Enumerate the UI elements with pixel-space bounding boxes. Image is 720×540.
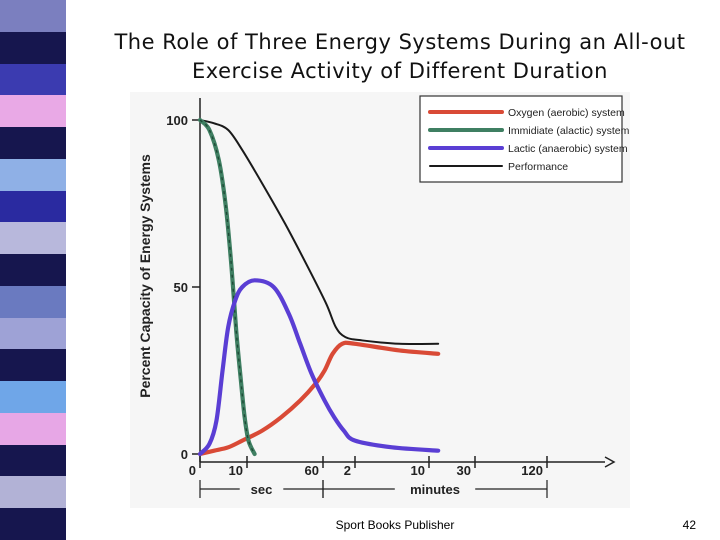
slide-title-line-1: The Role of Three Energy Systems During …: [114, 30, 686, 54]
series-line-oxygen-aerobic-system: [197, 340, 441, 457]
stripe-block: [0, 349, 66, 382]
stripe-block: [0, 63, 66, 96]
legend-entry: Performance: [508, 161, 568, 173]
x-tick-label: 0: [189, 463, 196, 478]
x-axis-arrowhead: [604, 456, 616, 468]
x-unit-label: sec: [251, 482, 273, 497]
x-tick-label: 2: [344, 463, 351, 478]
legend-entry: Lactic (anaerobic) system: [508, 143, 628, 155]
stripe-block: [0, 254, 66, 286]
x-axis-units: sec minutes: [199, 480, 548, 498]
stripe-block: [0, 190, 66, 223]
stripe-block: [0, 476, 66, 509]
x-unit-label: minutes: [410, 482, 460, 497]
stripe-block: [0, 31, 66, 64]
y-tick-label: 50: [174, 280, 188, 295]
stripe-block: [0, 412, 66, 445]
series-line-lactic-anaerobic-system: [197, 278, 441, 457]
series-line-performance: [199, 119, 440, 346]
stripe-block: [0, 222, 66, 255]
slide-title-line-2: Exercise Activity of Different Duration: [192, 59, 608, 83]
stripe-block: [0, 158, 66, 191]
stripe-block: [0, 0, 66, 32]
stripe-block: [0, 285, 66, 318]
energy-systems-line-chart: 0 50 100 0 10 60 2 10 30 120 Oxygen (aerobic) sys…: [130, 92, 630, 508]
x-tick-label: 120: [521, 463, 543, 478]
footer-publisher: Sport Books Publisher: [335, 518, 455, 532]
chart-legend: Oxygen (aerobic) system Immidiate (alacti…: [419, 95, 630, 183]
stripe-block: [0, 381, 66, 413]
y-tick-label: 0: [181, 447, 188, 462]
x-tick-label: 10: [229, 463, 243, 478]
legend-entry: Immidiate (alactic) system: [508, 125, 630, 137]
chart-plot-area: [197, 117, 441, 457]
y-axis-label: Percent Capacity of Energy Systems: [137, 154, 153, 398]
stripe-block: [0, 127, 66, 159]
slide-title: The Role of Three Energy Systems During …: [90, 28, 710, 86]
x-tick-label: 30: [457, 463, 471, 478]
x-tick-label: 10: [411, 463, 425, 478]
stripe-block: [0, 95, 66, 128]
decorative-stripe-bar: [0, 0, 66, 540]
stripe-block: [0, 444, 66, 477]
legend-entry: Oxygen (aerobic) system: [508, 107, 625, 119]
series-line-texture: [199, 119, 256, 455]
stripe-block: [0, 317, 66, 350]
chart-axes: 0 50 100 0 10 60 2 10 30 120: [166, 98, 616, 478]
page-number: 42: [682, 518, 696, 532]
stripe-block: [0, 508, 66, 540]
x-tick-label: 60: [305, 463, 319, 478]
y-tick-label: 100: [166, 113, 188, 128]
